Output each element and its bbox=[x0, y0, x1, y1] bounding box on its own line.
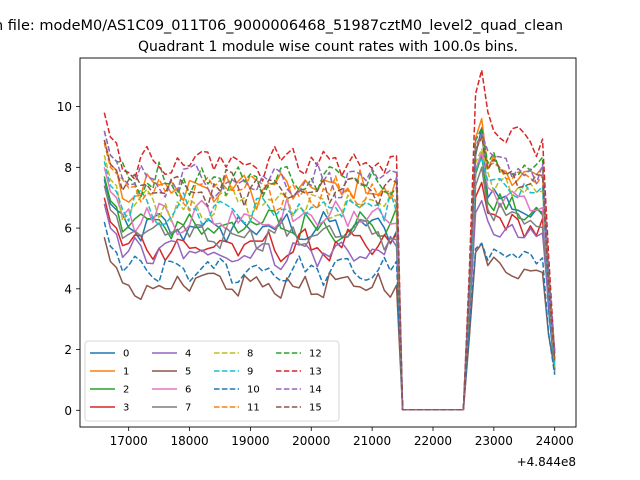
legend-label-5: 5 bbox=[185, 367, 191, 378]
y-axis: 0 2 4 6 8 10 bbox=[57, 100, 80, 418]
series-line-10 bbox=[103, 221, 556, 411]
plot-frame bbox=[79, 57, 577, 428]
legend-label-13: 13 bbox=[309, 367, 322, 378]
chart-title: Quadrant 1 module wise count rates with … bbox=[138, 39, 518, 55]
figure-suptitle: n file: modeM0/AS1C09_011T06_9000006468_… bbox=[0, 18, 563, 34]
legend-label-0: 0 bbox=[123, 349, 129, 360]
y-tick-label: 10 bbox=[57, 100, 72, 114]
x-tick-label: 21000 bbox=[353, 434, 391, 448]
series-line-4 bbox=[103, 199, 556, 411]
series-line-3 bbox=[103, 181, 556, 411]
x-tick-label: 18000 bbox=[170, 434, 208, 448]
x-tick-label: 22000 bbox=[414, 434, 452, 448]
series-line-9 bbox=[103, 157, 556, 411]
y-tick-label: 6 bbox=[64, 222, 72, 236]
legend-label-9: 9 bbox=[247, 367, 253, 378]
legend-label-4: 4 bbox=[185, 349, 191, 360]
y-tick-label: 4 bbox=[64, 282, 72, 296]
legend-label-15: 15 bbox=[309, 403, 322, 414]
legend-label-10: 10 bbox=[247, 385, 260, 396]
series-lines bbox=[103, 69, 556, 411]
y-tick-label: 0 bbox=[64, 404, 72, 418]
x-tick-label: 24000 bbox=[536, 434, 574, 448]
legend-label-1: 1 bbox=[123, 367, 129, 378]
x-tick-label: 20000 bbox=[292, 434, 330, 448]
x-offset-label: +4.844e8 bbox=[517, 455, 576, 469]
legend-label-14: 14 bbox=[309, 385, 322, 396]
legend-label-12: 12 bbox=[309, 349, 322, 360]
x-axis: 17000 18000 19000 20000 21000 22000 23000 24000 bbox=[110, 427, 574, 448]
series-line-14 bbox=[103, 130, 556, 411]
series-line-13 bbox=[103, 69, 556, 411]
legend-box bbox=[84, 340, 340, 422]
legend-label-11: 11 bbox=[247, 403, 260, 414]
legend-label-6: 6 bbox=[185, 385, 191, 396]
y-tick-label: 2 bbox=[64, 343, 72, 357]
series-line-7 bbox=[103, 166, 556, 411]
x-tick-label: 17000 bbox=[110, 434, 148, 448]
x-tick-label: 23000 bbox=[475, 434, 513, 448]
legend-label-8: 8 bbox=[247, 349, 253, 360]
y-tick-label: 8 bbox=[64, 161, 72, 175]
series-line-1 bbox=[103, 117, 556, 411]
series-line-15 bbox=[103, 136, 556, 411]
series-line-12 bbox=[103, 127, 556, 411]
legend-label-2: 2 bbox=[123, 385, 129, 396]
series-line-6 bbox=[103, 151, 556, 411]
legend-label-7: 7 bbox=[185, 403, 191, 414]
legend-label-3: 3 bbox=[123, 403, 129, 414]
x-tick-label: 19000 bbox=[231, 434, 269, 448]
